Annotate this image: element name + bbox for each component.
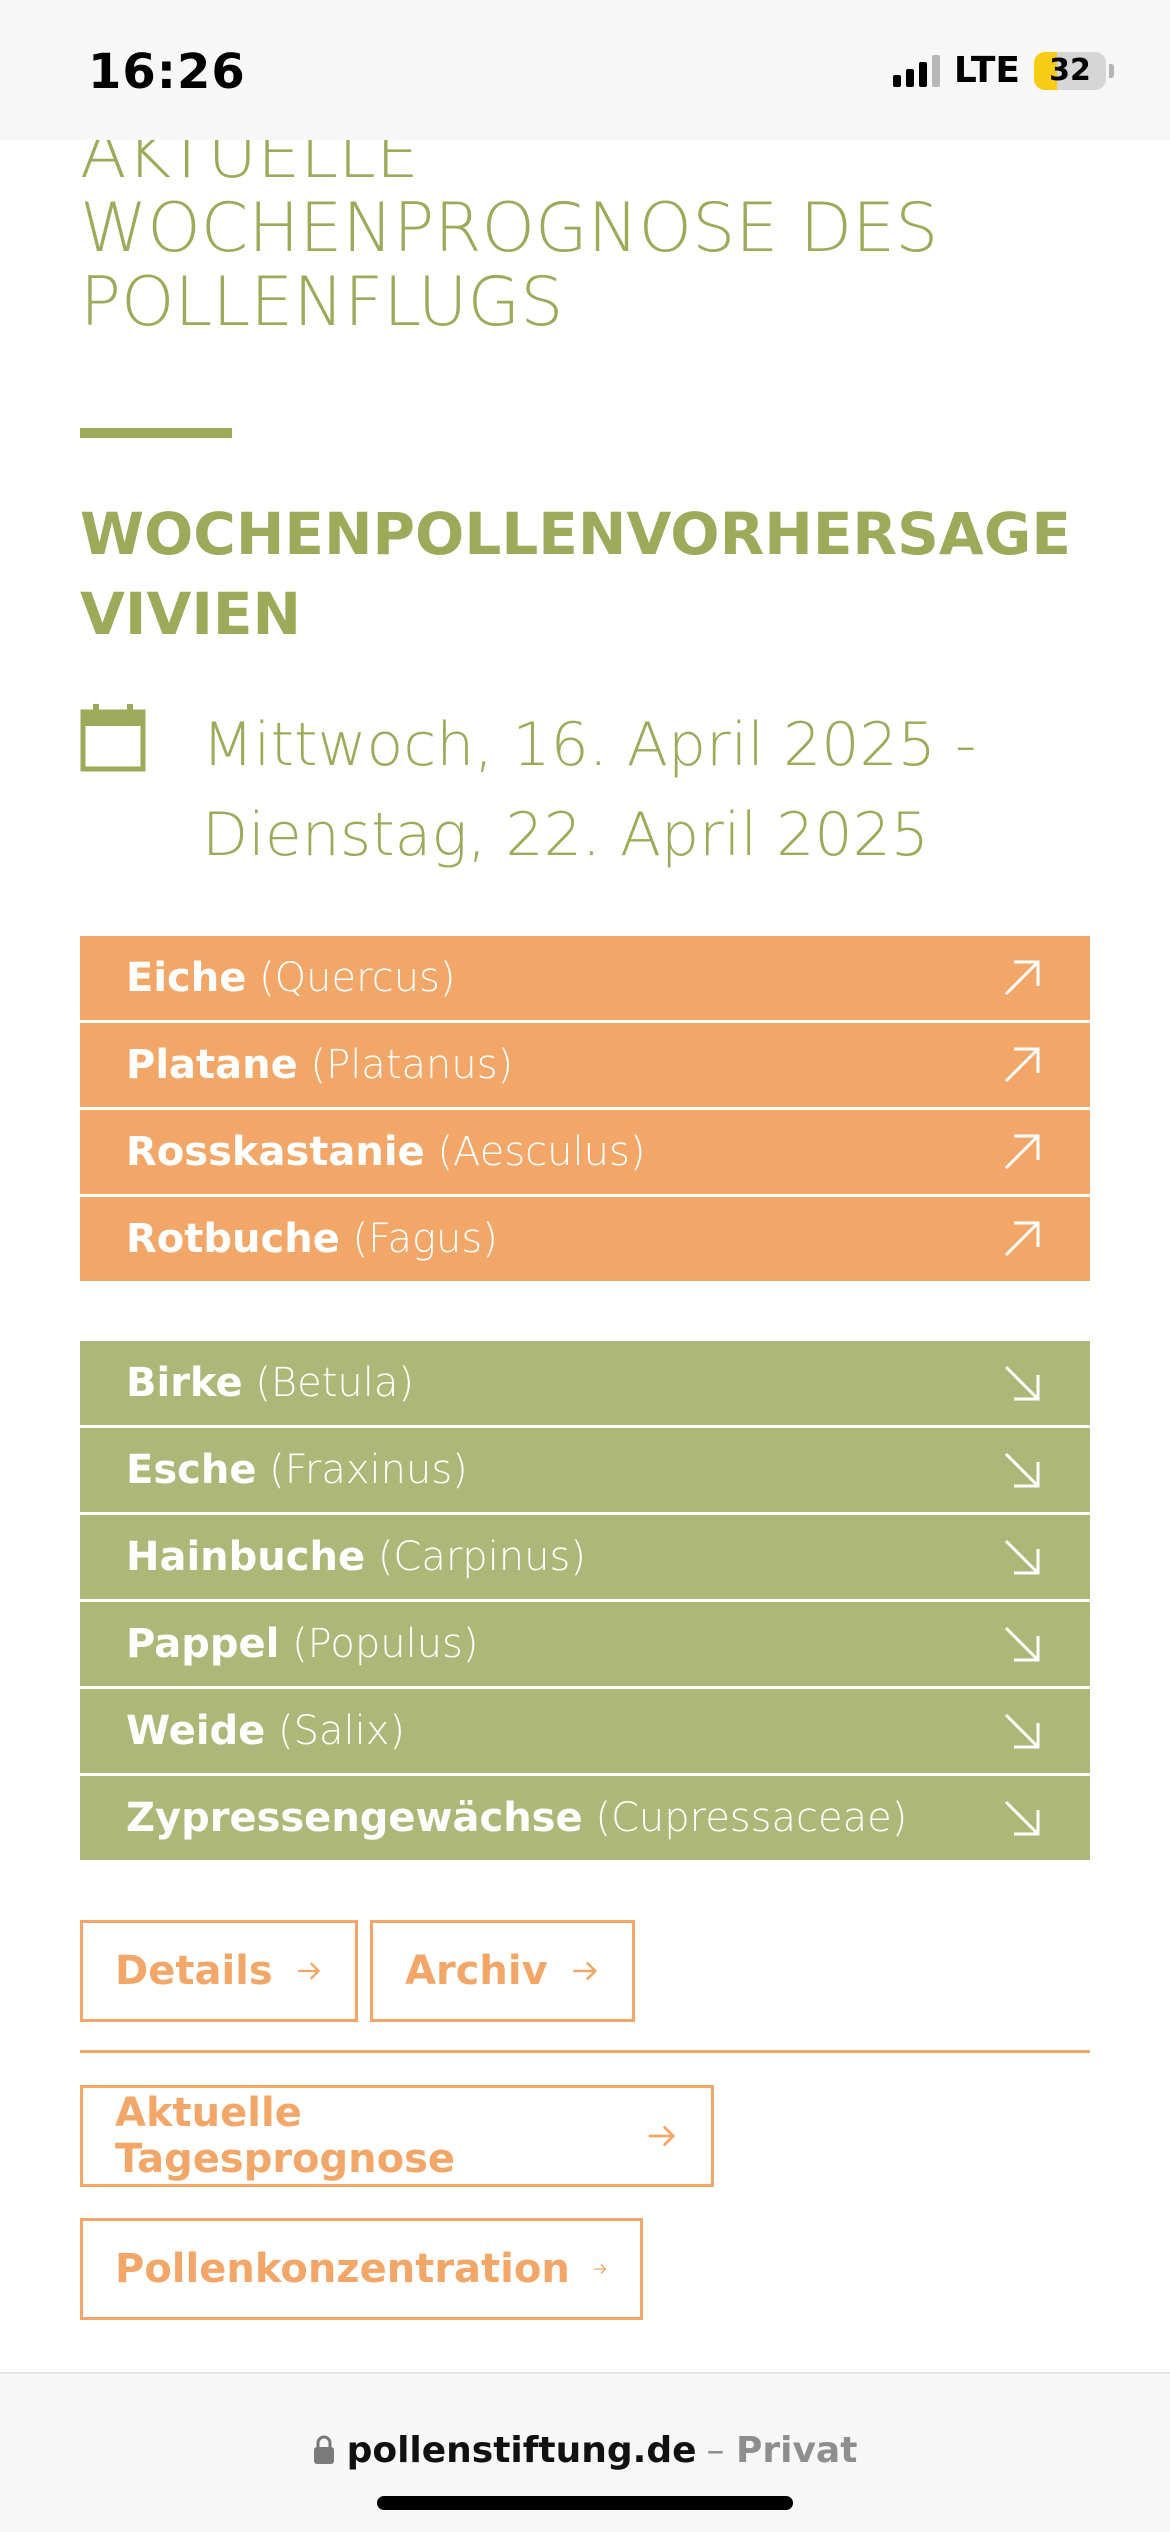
pollen-label: Esche (Fraxinus)	[126, 1447, 468, 1493]
pollen-label: Zypressengewächse (Cupressaceae)	[126, 1795, 907, 1841]
arrow-right-icon	[573, 1961, 597, 1981]
browser-bottom-bar: pollenstiftung.de – Privat	[0, 2372, 1170, 2532]
tagesprognose-button[interactable]: Aktuelle Tagesprognose	[80, 2085, 714, 2187]
pollen-row: Pappel (Populus)	[80, 1602, 1090, 1686]
pollenkonzentration-button[interactable]: Pollenkonzentration	[80, 2218, 643, 2320]
private-mode-label: Privat	[735, 2430, 858, 2471]
lock-icon	[313, 2435, 334, 2464]
pollen-row: Hainbuche (Carpinus)	[80, 1515, 1090, 1599]
arrow-down-right-icon	[1004, 1365, 1040, 1401]
pollen-latin-name: (Platanus)	[310, 1042, 514, 1088]
arrow-right-icon	[297, 1962, 320, 1980]
pollen-latin-name: (Quercus)	[259, 955, 456, 1001]
url-domain: pollenstiftung.de	[346, 2430, 697, 2471]
pollen-name: Eiche	[126, 955, 247, 1001]
details-button-label: Details	[115, 1948, 273, 1994]
pollen-name: Pappel	[126, 1621, 280, 1667]
archiv-button-label: Archiv	[405, 1948, 548, 1994]
date-range: Mittwoch, 16. April 2025 - Dienstag, 22.…	[202, 710, 977, 870]
arrow-down-right-icon	[1004, 1713, 1040, 1749]
arrow-down-right-icon	[1004, 1539, 1040, 1575]
pollen-row: Platane (Platanus)	[80, 1023, 1090, 1107]
pollen-row: Esche (Fraxinus)	[80, 1428, 1090, 1512]
pollen-label: Eiche (Quercus)	[126, 955, 455, 1001]
pollen-latin-name: (Fagus)	[352, 1216, 498, 1262]
address-bar[interactable]: pollenstiftung.de – Privat	[0, 2430, 1170, 2471]
pollen-latin-name: (Salix)	[278, 1708, 406, 1754]
page-title: AKTUELLE WOCHENPROGNOSE DES POLLENFLUGS	[80, 115, 939, 342]
tagesprognose-button-label: Aktuelle Tagesprognose	[115, 2090, 456, 2182]
rising-pollen-list: Eiche (Quercus) Platane (Platanus) Rosskas…	[80, 936, 1090, 1284]
arrow-down-right-icon	[1004, 1800, 1040, 1836]
pollen-label: Rosskastanie (Aesculus)	[126, 1129, 645, 1175]
pollen-row: Rotbuche (Fagus)	[80, 1197, 1090, 1281]
section-divider	[80, 2050, 1090, 2053]
pollen-row: Rosskastanie (Aesculus)	[80, 1110, 1090, 1194]
pollen-latin-name: (Betula)	[255, 1360, 414, 1406]
pollen-name: Rotbuche	[126, 1216, 340, 1262]
status-indicators: LTE 32	[892, 50, 1114, 91]
pollen-latin-name: (Populus)	[292, 1621, 479, 1667]
pollen-label: Platane (Platanus)	[126, 1042, 513, 1088]
status-bar: 16:26 LTE 32	[0, 0, 1170, 140]
pollen-latin-name: (Fraxinus)	[269, 1447, 468, 1493]
pollen-row: Birke (Betula)	[80, 1341, 1090, 1425]
arrow-right-icon	[593, 2264, 607, 2274]
pollenkonzentration-button-label: Pollenkonzentration	[115, 2246, 570, 2292]
pollen-label: Rotbuche (Fagus)	[126, 1216, 498, 1262]
arrow-up-right-icon	[1004, 1134, 1040, 1170]
title-divider	[80, 428, 232, 438]
pollen-label: Birke (Betula)	[126, 1360, 414, 1406]
pollen-name: Hainbuche	[126, 1534, 366, 1580]
pollen-name: Platane	[126, 1042, 298, 1088]
pollen-name: Weide	[126, 1708, 266, 1754]
details-button[interactable]: Details	[80, 1920, 358, 2022]
calendar-icon	[80, 704, 146, 772]
home-indicator[interactable]	[377, 2496, 793, 2510]
pollen-name: Rosskastanie	[126, 1129, 425, 1175]
arrow-right-icon	[648, 2125, 676, 2147]
archiv-button[interactable]: Archiv	[370, 1920, 635, 2022]
pollen-label: Weide (Salix)	[126, 1708, 405, 1754]
arrow-up-right-icon	[1004, 1221, 1040, 1257]
falling-pollen-list: Birke (Betula) Esche (Fraxinus) Hainbuche …	[80, 1341, 1090, 1863]
cellular-signal-icon	[892, 54, 940, 87]
pollen-label: Hainbuche (Carpinus)	[126, 1534, 586, 1580]
pollen-latin-name: (Cupressaceae)	[595, 1795, 908, 1841]
pollen-row: Weide (Salix)	[80, 1689, 1090, 1773]
battery-level: 32	[1049, 52, 1091, 88]
pollen-name: Zypressengewächse	[126, 1795, 583, 1841]
arrow-down-right-icon	[1004, 1626, 1040, 1662]
pollen-label: Pappel (Populus)	[126, 1621, 479, 1667]
pollen-name: Esche	[126, 1447, 257, 1493]
pollen-latin-name: (Carpinus)	[377, 1534, 586, 1580]
arrow-up-right-icon	[1004, 960, 1040, 996]
url-separator: –	[706, 2430, 725, 2471]
battery-icon: 32	[1034, 51, 1106, 90]
status-time: 16:26	[88, 44, 246, 100]
pollen-name: Birke	[126, 1360, 243, 1406]
network-type: LTE	[953, 50, 1020, 91]
arrow-up-right-icon	[1004, 1047, 1040, 1083]
pollen-row: Eiche (Quercus)	[80, 936, 1090, 1020]
arrow-down-right-icon	[1004, 1452, 1040, 1488]
pollen-row: Zypressengewächse (Cupressaceae)	[80, 1776, 1090, 1860]
pollen-latin-name: (Aesculus)	[437, 1129, 646, 1175]
forecast-subtitle: WOCHENPOLLENVORHERSAGE VIVIEN	[80, 500, 1071, 648]
